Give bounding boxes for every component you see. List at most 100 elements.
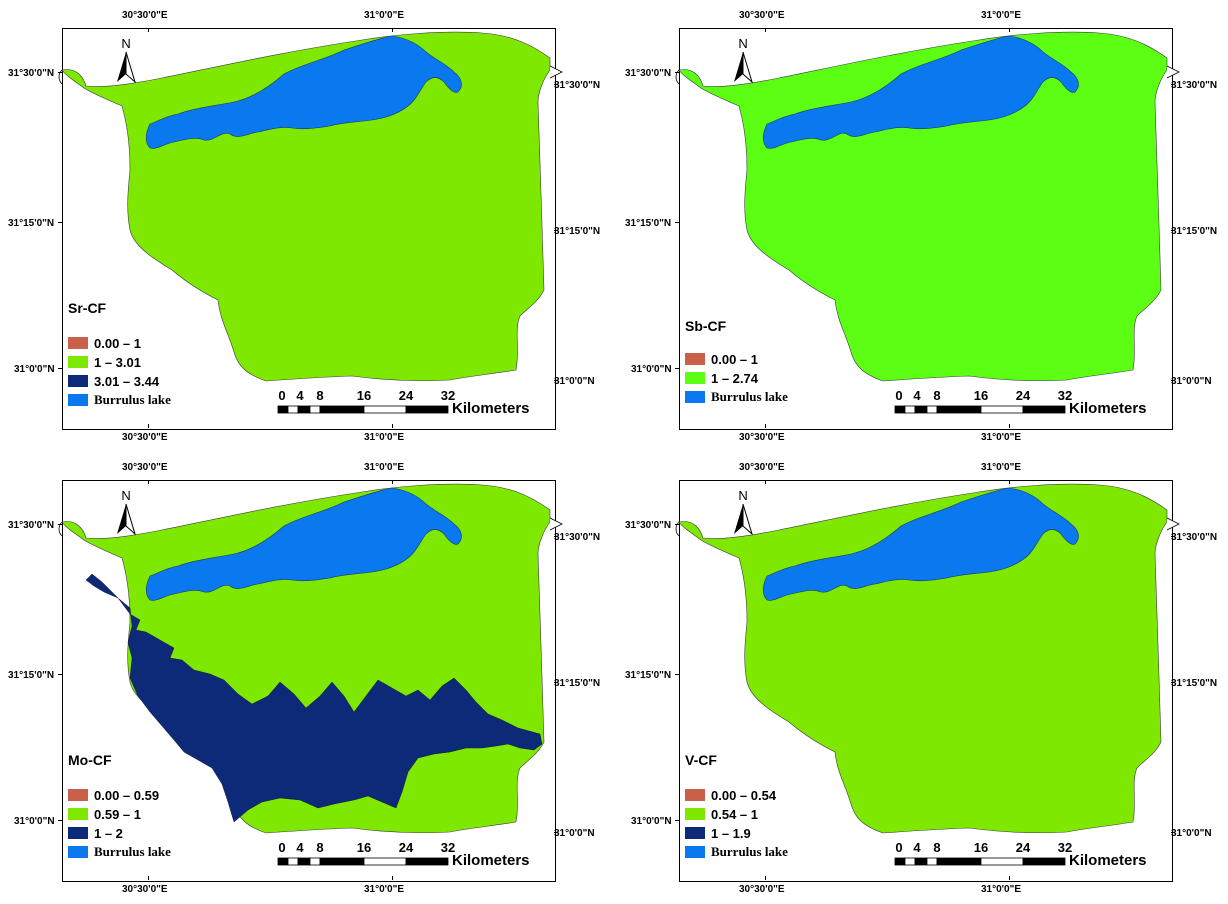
- legend-swatch: [685, 353, 705, 365]
- scale-bar-number: 32: [1057, 840, 1073, 855]
- legend-label: 1 – 2.74: [711, 370, 758, 386]
- coord-lat-right-mid: 31°15'0"N: [554, 226, 601, 237]
- coord-lon-top-right: 31°0'0"E: [981, 462, 1022, 473]
- scale-bar-number: 4: [913, 388, 921, 403]
- legend-title: Sr-CF: [68, 300, 107, 316]
- coordinate-tick: [58, 222, 62, 223]
- coord-lat-right-top: 31°30'0"N: [554, 80, 601, 91]
- coordinate-tick: [148, 876, 149, 880]
- scale-bar-number: 8: [933, 388, 941, 403]
- coordinate-tick: [58, 674, 62, 675]
- coord-lat-left-bottom: 31°0'0"N: [14, 816, 55, 827]
- map-panel-sr-cf: 30°30'0"E 31°0'0"E 30°30'0"E 31°0'0"E 31°30'…: [0, 0, 614, 452]
- legend-swatch: [68, 337, 88, 349]
- legend-item: 0.00 – 1: [685, 351, 758, 367]
- legend-item: Burrulus lake: [68, 844, 171, 859]
- north-label: N: [738, 36, 747, 51]
- scale-bar: [277, 405, 449, 414]
- map-canvas: N: [675, 28, 1180, 428]
- coord-lon-bottom-left: 30°30'0"E: [122, 432, 168, 443]
- map-panel-sb-cf: 30°30'0"E 31°0'0"E 30°30'0"E 31°0'0"E 31°30'…: [617, 0, 1228, 452]
- coord-lon-bottom-right: 31°0'0"E: [364, 432, 405, 443]
- coast-edge-west: [58, 69, 63, 85]
- coord-lat-right-mid: 31°15'0"N: [554, 678, 601, 689]
- legend-swatch: [68, 356, 88, 368]
- coord-lon-top-right: 31°0'0"E: [981, 10, 1022, 21]
- legend-label: 0.00 – 1: [711, 351, 758, 367]
- coordinate-tick: [1171, 230, 1175, 231]
- scale-bar-number: 4: [296, 840, 304, 855]
- map-canvas: N: [58, 28, 563, 428]
- coord-lat-left-bottom: 31°0'0"N: [631, 364, 672, 375]
- scale-bar-number: 32: [440, 388, 456, 403]
- scale-bar-number: 16: [356, 840, 372, 855]
- coast-edge-west: [58, 521, 63, 537]
- coordinate-tick: [675, 222, 679, 223]
- scale-bar-number: 16: [973, 388, 989, 403]
- coast-edge-west: [675, 521, 680, 537]
- coast-edge-east: [549, 65, 563, 79]
- high-cf-zone: [85, 573, 543, 823]
- coord-lat-left-top: 31°30'0"N: [625, 520, 672, 531]
- legend-item: Burrulus lake: [685, 389, 788, 404]
- legend-item: 0.00 – 0.54: [685, 787, 777, 803]
- burrulus-lake: [762, 487, 1079, 601]
- legend-label: 0.00 – 0.54: [711, 787, 777, 803]
- scale-bar-unit: Kilometers: [452, 400, 530, 417]
- legend-swatch: [68, 394, 88, 406]
- burrulus-lake: [762, 35, 1079, 149]
- coord-lon-top-left: 30°30'0"E: [122, 10, 168, 21]
- coord-lat-left-top: 31°30'0"N: [8, 68, 55, 79]
- legend-item: 1 – 2.74: [685, 370, 758, 386]
- scale-bar-number: 16: [356, 388, 372, 403]
- coord-lon-top-right: 31°0'0"E: [364, 10, 405, 21]
- scale-bar-number: 32: [1057, 388, 1073, 403]
- coordinate-tick: [554, 832, 558, 833]
- coord-lat-left-bottom: 31°0'0"N: [631, 816, 672, 827]
- legend-swatch: [685, 827, 705, 839]
- coordinate-tick: [554, 84, 558, 85]
- legend-label: 0.54 – 1: [711, 806, 758, 822]
- coordinate-tick: [675, 72, 679, 73]
- coord-lon-bottom-left: 30°30'0"E: [122, 884, 168, 895]
- legend-swatch: [685, 789, 705, 801]
- coord-lat-left-mid: 31°15'0"N: [625, 670, 672, 681]
- legend-swatch: [68, 846, 88, 858]
- coordinate-tick: [1171, 84, 1175, 85]
- legend-label: Burrulus lake: [94, 844, 171, 859]
- coord-lat-right-mid: 31°15'0"N: [1171, 678, 1218, 689]
- coordinate-tick: [765, 28, 766, 32]
- burrulus-lake: [145, 487, 462, 601]
- scale-bar-number: 0: [895, 388, 903, 403]
- legend-swatch: [685, 391, 705, 403]
- coordinate-tick: [554, 536, 558, 537]
- legend-item: Burrulus lake: [68, 392, 171, 407]
- map-panel-v-cf: 30°30'0"E 31°0'0"E 30°30'0"E 31°0'0"E 31°30'…: [617, 452, 1228, 904]
- scale-bar: [894, 405, 1066, 414]
- map-canvas: N: [58, 480, 563, 880]
- coordinate-tick: [1009, 424, 1010, 428]
- burrulus-lake: [145, 35, 462, 149]
- coast-edge-east: [1166, 517, 1180, 531]
- coord-lat-right-bottom: 31°0'0"N: [554, 376, 595, 387]
- legend-title: Sb-CF: [685, 318, 727, 334]
- legend-swatch: [685, 808, 705, 820]
- legend-item: 1 – 2: [68, 825, 123, 841]
- scale-bar: [894, 857, 1066, 866]
- scale-bar-number: 24: [1015, 388, 1031, 403]
- coordinate-tick: [1009, 876, 1010, 880]
- coordinate-tick: [58, 368, 62, 369]
- coast-edge-west: [675, 69, 680, 85]
- coast-edge-east: [1166, 65, 1180, 79]
- coordinate-tick: [1009, 28, 1010, 32]
- legend-label: 1 – 3.01: [94, 354, 141, 370]
- legend-item: 0.00 – 1: [68, 336, 141, 351]
- legend-swatch: [685, 846, 705, 858]
- legend-label: 1 – 2: [94, 825, 123, 841]
- scale-bar-number: 4: [913, 840, 921, 855]
- coordinate-tick: [392, 424, 393, 428]
- scale-bar-number: 8: [316, 840, 324, 855]
- north-label: N: [121, 36, 130, 51]
- coord-lat-left-top: 31°30'0"N: [8, 520, 55, 531]
- scale-bar-number: 4: [296, 388, 304, 403]
